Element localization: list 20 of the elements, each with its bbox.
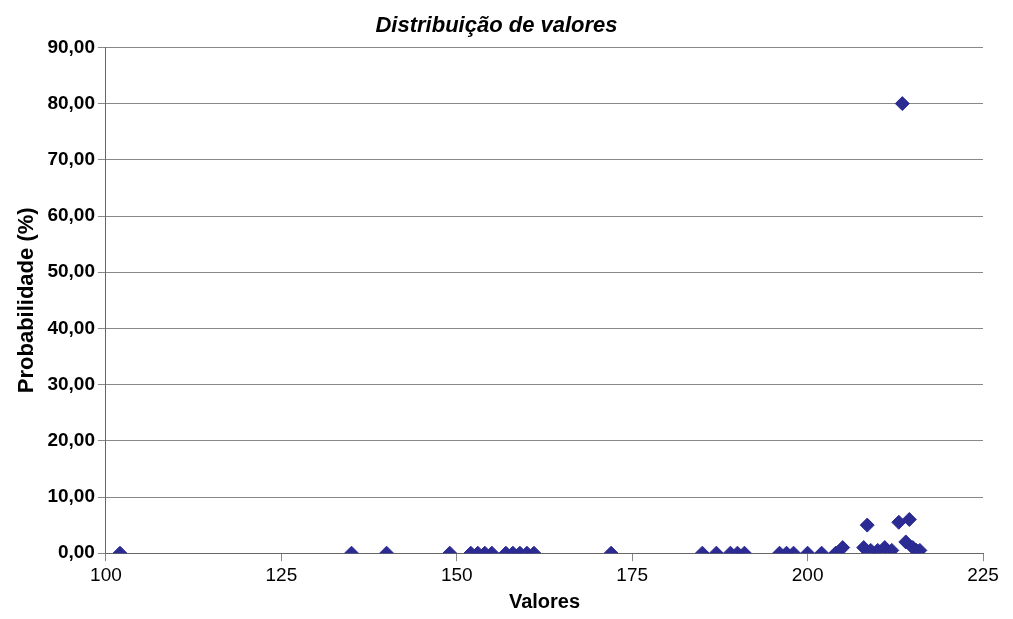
y-tick-label: 50,00 — [47, 260, 95, 282]
x-tick-label: 175 — [616, 563, 649, 585]
x-tick-label: 125 — [265, 563, 298, 585]
x-tick-label: 200 — [791, 563, 824, 585]
x-tick-label: 150 — [440, 563, 473, 585]
y-tick-label: 40,00 — [47, 316, 95, 338]
chart-title: Distribuição de valores — [375, 12, 618, 38]
y-tick-label: 70,00 — [47, 148, 95, 170]
x-axis-title: Valores — [508, 589, 581, 612]
y-tick-label: 60,00 — [47, 204, 95, 226]
y-tick-label: 0,00 — [57, 541, 95, 563]
y-tick-label: 10,00 — [47, 485, 95, 507]
y-tick-label: 90,00 — [47, 35, 95, 57]
x-tick-label: 225 — [967, 563, 999, 585]
y-tick-label: 20,00 — [47, 429, 95, 451]
y-axis-title: Probabilidade (%) — [13, 207, 39, 394]
y-tick-label: 80,00 — [47, 91, 95, 113]
y-tick-label: 30,00 — [47, 372, 95, 394]
point — [894, 96, 910, 112]
x-tick-label: 100 — [90, 563, 122, 585]
